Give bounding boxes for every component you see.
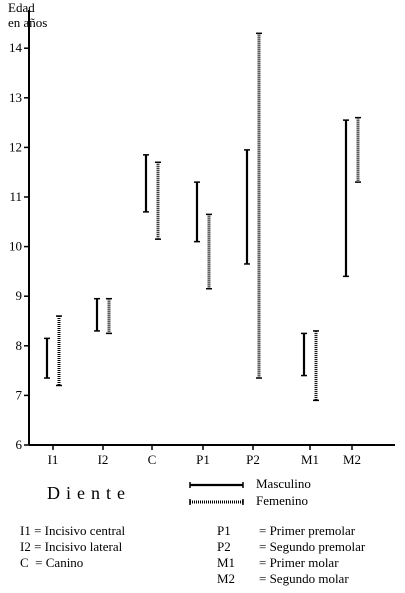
y-axis-label-line1: Edad (8, 0, 35, 15)
x-axis-title: Diente (47, 483, 131, 503)
range-bar-femenino-m2 (355, 116, 361, 183)
y-tick-label: 14 (9, 40, 23, 55)
range-bar-masculino-c (143, 154, 149, 213)
x-tick-label: P1 (196, 452, 210, 467)
key-item-m2: M2 = Segundo molar (217, 571, 365, 587)
range-bar-femenino-p1 (206, 213, 212, 290)
key-item-c: C = Canino (20, 555, 84, 570)
y-tick-label: 8 (16, 338, 23, 353)
key-code: P1 (217, 523, 231, 538)
x-tick-label: I1 (48, 452, 59, 467)
y-tick-label: 12 (9, 139, 22, 154)
range-bar-masculino-m1 (301, 332, 307, 377)
key-item-i2: I2 = Incisivo lateral (20, 539, 123, 554)
key-item-m1: M1 = Primer molar (217, 555, 365, 571)
x-tick-label: C (148, 452, 157, 467)
key-item-p2: P2 = Segundo premolar (217, 539, 365, 555)
key-code: M1 (217, 555, 236, 570)
x-tick-label: M2 (343, 452, 361, 467)
key-item-p1: P1 = Primer premolar (217, 523, 365, 539)
y-tick-label: 6 (16, 437, 23, 452)
range-bar-femenino-i2 (106, 297, 112, 335)
x-tick-label: M1 (301, 452, 319, 467)
legend-label-masculino: Masculino (256, 476, 311, 491)
range-bar-masculino-i2 (94, 297, 100, 332)
key-label: = Segundo molar (259, 571, 349, 586)
key-code: M2 (217, 571, 236, 586)
key-item-i1: I1 = Incisivo central (20, 523, 126, 538)
key-right: P1 = Primer premolar P2 = Segundo premolar… (217, 523, 365, 587)
range-bar-masculino-i1 (44, 337, 50, 379)
range-bar-masculino-p1 (194, 181, 200, 243)
range-bar-masculino-p2 (244, 149, 250, 265)
chart-bars (44, 32, 361, 402)
legend-swatch-masculino (189, 482, 244, 488)
x-tick-label: P2 (246, 452, 260, 467)
range-bar-femenino-c (155, 161, 161, 240)
y-tick-label: 13 (9, 90, 22, 105)
y-tick-label: 11 (9, 189, 22, 204)
key-label: = Primer premolar (259, 523, 356, 538)
chart-axes: 6 7 8 9 10 11 12 13 14 I1 I2 C P1 P2 M1 M2 (9, 10, 395, 467)
range-bar-femenino-i1 (56, 315, 62, 387)
y-axis-label-line2: en años (8, 15, 48, 30)
y-tick-label: 10 (9, 239, 22, 254)
range-bar-masculino-m2 (343, 119, 349, 278)
key-left: I1 = Incisivo central I2 = Incisivo late… (20, 523, 125, 571)
legend-label-femenino: Femenino (256, 493, 308, 508)
key-label: = Segundo premolar (259, 539, 366, 554)
y-tick-label: 7 (16, 387, 23, 402)
range-bar-femenino-p2 (256, 32, 262, 379)
key-label: = Primer molar (259, 555, 339, 570)
legend (189, 482, 244, 505)
key-code: P2 (217, 539, 231, 554)
legend-swatch-femenino (189, 499, 244, 505)
y-axis-label: Edad en años (8, 0, 47, 30)
range-bar-femenino-m1 (313, 330, 319, 402)
y-tick-label: 9 (16, 288, 23, 303)
x-tick-label: I2 (98, 452, 109, 467)
